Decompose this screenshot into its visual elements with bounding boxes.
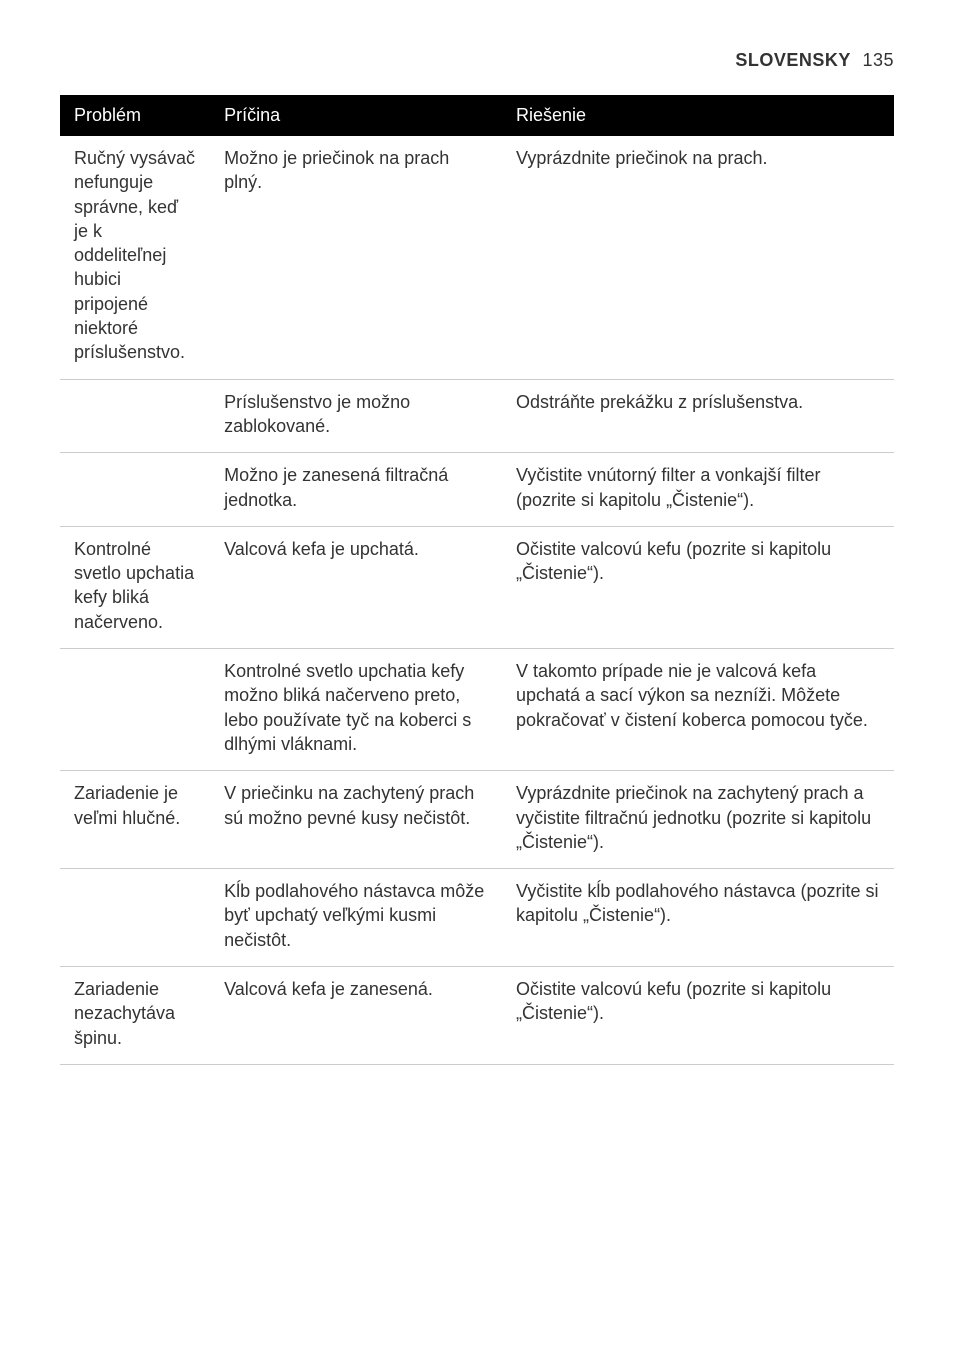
cell-cause: Možno je priečinok na prach plný. [210,136,502,379]
cell-solution: Vyčistite vnútorný filter a vonkajší fil… [502,453,894,527]
col-header-problem: Problém [60,95,210,136]
cell-problem [60,649,210,771]
table-row: Kontrolné svetlo upchatia kefy možno bli… [60,649,894,771]
table-row: Zariadenie je veľmi hlučné. V priečinku … [60,771,894,869]
cell-solution: V takomto prípade nie je valcová kefa up… [502,649,894,771]
col-header-solution: Riešenie [502,95,894,136]
table-header-row: Problém Príčina Riešenie [60,95,894,136]
table-row: Kĺb podlahového nástavca môže byť upchat… [60,869,894,967]
page-header: SLOVENSKY 135 [60,50,894,71]
cell-cause: Valcová kefa je upchatá. [210,526,502,648]
cell-cause: Možno je zanesená filtračná jednotka. [210,453,502,527]
cell-cause: Kĺb podlahového nástavca môže byť upchat… [210,869,502,967]
cell-solution: Očistite valcovú kefu (pozrite si kapito… [502,967,894,1065]
table-row: Možno je zanesená filtračná jednotka. Vy… [60,453,894,527]
cell-problem: Zariadenie nezachytáva špinu. [60,967,210,1065]
table-row: Zariadenie nezachytáva špinu. Valcová ke… [60,967,894,1065]
table-row: Kontrolné svetlo upchatia kefy bliká nač… [60,526,894,648]
language-label: SLOVENSKY [735,50,851,70]
cell-problem: Ručný vysávač nefunguje správne, keď je … [60,136,210,379]
cell-problem: Kontrolné svetlo upchatia kefy bliká nač… [60,526,210,648]
table-row: Príslušenstvo je možno zablokované. Odst… [60,379,894,453]
col-header-cause: Príčina [210,95,502,136]
cell-problem [60,453,210,527]
cell-cause: V priečinku na zachytený prach sú možno … [210,771,502,869]
cell-solution: Odstráňte prekážku z príslušenstva. [502,379,894,453]
cell-cause: Valcová kefa je zanesená. [210,967,502,1065]
cell-problem [60,379,210,453]
table-row: Ručný vysávač nefunguje správne, keď je … [60,136,894,379]
cell-cause: Príslušenstvo je možno zablokované. [210,379,502,453]
cell-cause: Kontrolné svetlo upchatia kefy možno bli… [210,649,502,771]
cell-problem [60,869,210,967]
cell-solution: Očistite valcovú kefu (pozrite si kapito… [502,526,894,648]
cell-problem: Zariadenie je veľmi hlučné. [60,771,210,869]
cell-solution: Vyprázdnite priečinok na prach. [502,136,894,379]
cell-solution: Vyprázdnite priečinok na zachytený prach… [502,771,894,869]
page-number: 135 [862,50,894,70]
cell-solution: Vyčistite kĺb podlahového nástavca (pozr… [502,869,894,967]
troubleshooting-table: Problém Príčina Riešenie Ručný vysávač n… [60,95,894,1065]
